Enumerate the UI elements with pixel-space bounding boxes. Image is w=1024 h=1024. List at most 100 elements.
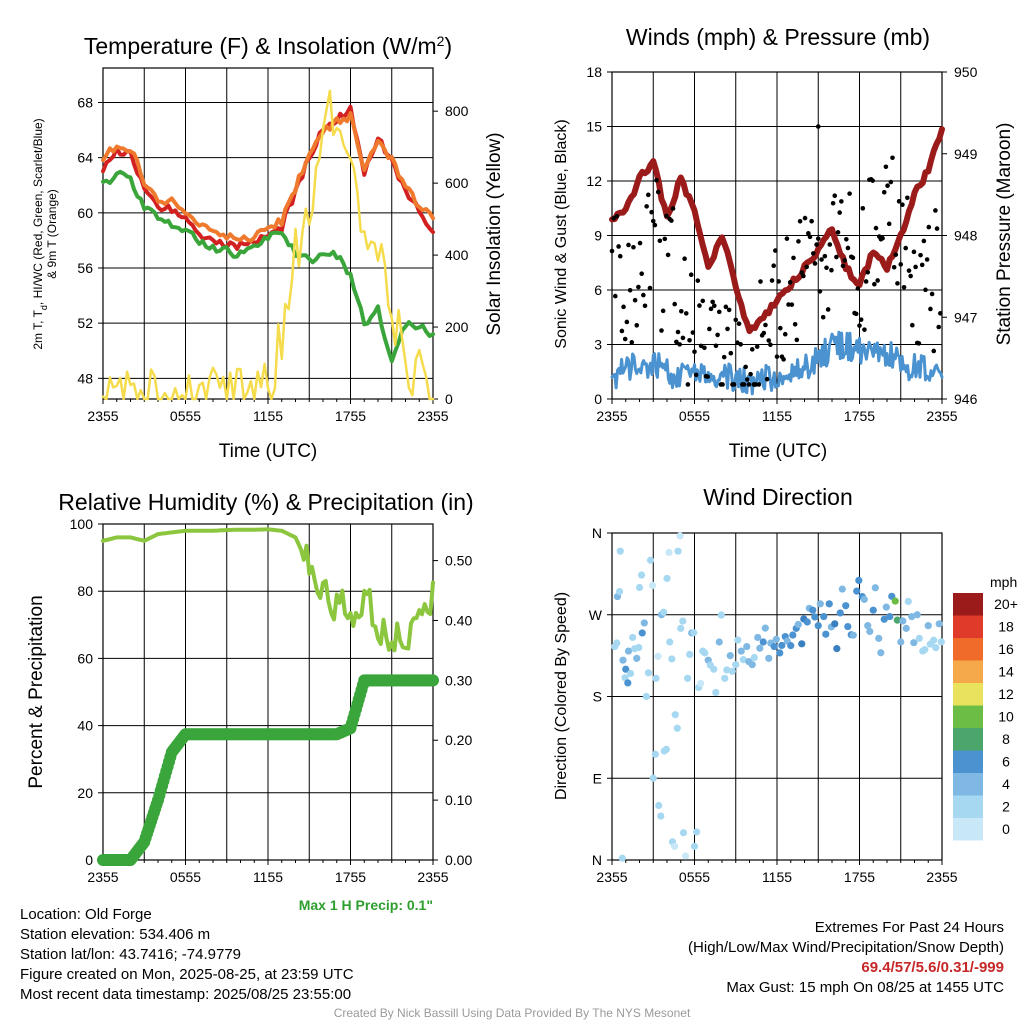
speed-legend-swatch <box>953 638 983 661</box>
winds-gust-point <box>919 262 925 268</box>
winds-xtick-label: 2355 <box>926 408 957 424</box>
winddir-point <box>882 603 890 611</box>
winds-gust-point <box>693 372 699 378</box>
winds-gust-point <box>870 178 875 183</box>
temp-xtick-label: 1155 <box>253 408 283 424</box>
winds-gust-point <box>746 382 752 387</box>
winddir-point <box>723 666 731 674</box>
speed-legend-label: 2 <box>1002 799 1010 815</box>
winds-gust-point <box>910 322 915 328</box>
winds-gust-point <box>682 256 687 261</box>
winds-gust-point <box>834 254 839 260</box>
winds-gust-point <box>664 213 669 219</box>
winds-gust-point <box>766 338 772 343</box>
winddir-xtick-label: 1155 <box>762 869 792 885</box>
speed-legend-label: 0 <box>1002 821 1010 837</box>
winds-gust-point <box>817 289 823 294</box>
temp-ytick-label: 64 <box>77 150 93 166</box>
winddir-point <box>803 618 811 626</box>
winds-gust-point <box>761 330 767 336</box>
winds-gust-point <box>687 338 692 343</box>
winds-gust-point <box>613 293 618 299</box>
speed-legend-swatch <box>953 683 983 706</box>
temp-y2tick-label: 0 <box>445 391 453 407</box>
winddir-point <box>613 639 621 647</box>
winds-gust-point <box>865 269 871 275</box>
winds-gust-point <box>631 244 636 250</box>
winds-gust-point <box>807 234 813 240</box>
winddir-point <box>633 654 641 662</box>
winds-gust-point <box>683 311 689 316</box>
speed-legend-label: 12 <box>998 686 1014 702</box>
winddir-point <box>809 606 817 614</box>
winddir-point <box>891 597 899 605</box>
temp-xlabel: Time (UTC) <box>219 441 318 462</box>
credit-line: Created By Nick Bassill Using Data Provi… <box>333 1006 691 1020</box>
winds-xlabel: Time (UTC) <box>729 441 828 462</box>
winds-gust-point <box>842 258 847 263</box>
temp-y2tick-label: 400 <box>445 247 469 263</box>
winds-gust-point <box>799 270 805 275</box>
winds-gust-point <box>634 323 640 328</box>
winds-gust-point <box>702 345 707 351</box>
winds-gust-point <box>822 253 828 259</box>
winds-gust-point <box>839 199 844 204</box>
winddir-point <box>657 812 665 820</box>
winddir-point <box>690 629 698 637</box>
winddir-point <box>732 661 740 669</box>
winddir-point <box>877 649 885 657</box>
winds-gust-point <box>632 297 638 303</box>
winddir-point <box>712 688 720 697</box>
winds-gust-point <box>845 245 851 251</box>
winddir-point <box>648 581 657 590</box>
figure-created: Figure created on Mon, 2025-08-25, at 23… <box>20 966 354 983</box>
winds-gust-point <box>756 382 762 387</box>
winds-gust-point <box>893 252 899 257</box>
winddir-xtick-label: 2355 <box>926 869 957 885</box>
winddir-point <box>772 635 780 643</box>
rh-y2tick-label: 0.40 <box>445 612 472 628</box>
winddir-point <box>676 532 684 540</box>
winddir-point <box>842 602 850 610</box>
winds-y2tick-label: 948 <box>954 228 978 244</box>
winds-gust-point <box>626 242 631 248</box>
winds-gust-point <box>776 279 781 284</box>
winds-gust-point <box>911 249 917 255</box>
winds-gust-point <box>713 343 719 349</box>
winds-gust-point <box>679 308 684 314</box>
rh-ytick-label: 80 <box>77 583 93 599</box>
winds-gust-point <box>903 245 908 251</box>
winds-gust-point <box>712 303 717 309</box>
speed-legend-label: 10 <box>998 709 1014 725</box>
speed-legend-swatch <box>953 773 983 796</box>
winddir-ylabel: Direction (Colored By Speed) <box>553 592 570 800</box>
winds-gust-point <box>824 265 829 271</box>
winds-gust-point <box>832 193 838 199</box>
winddir-point <box>624 679 632 687</box>
winddir-point <box>748 661 756 669</box>
rh-ytick-label: 60 <box>77 650 93 666</box>
winddir-point <box>622 665 630 673</box>
winds-gust-point <box>875 278 880 283</box>
winddir-point <box>619 656 627 664</box>
winds-series-sonic-wind <box>610 330 944 396</box>
winddir-point <box>715 638 723 646</box>
winds-gust-point <box>860 206 866 211</box>
winds-gust-point <box>622 336 628 342</box>
speed-legend-title: mph <box>990 574 1017 590</box>
winddir-point <box>674 547 682 555</box>
winds-gust-point <box>644 204 649 209</box>
winddir-point <box>679 617 687 625</box>
winddir-point <box>893 616 901 624</box>
rh-xtick-label: 1755 <box>335 869 366 885</box>
winddir-point <box>662 745 670 753</box>
winddir-chart-title: Wind Direction <box>703 484 853 510</box>
winds-gust-point <box>898 262 904 267</box>
winddir-point <box>737 647 745 655</box>
temp-chart-title: Temperature (F) & Insolation (W/m2) <box>84 33 452 59</box>
winddir-point <box>635 583 644 592</box>
winddir-point <box>651 750 659 758</box>
winds-gust-point <box>811 251 816 256</box>
winds-gust-point <box>814 242 819 247</box>
temp-series-td <box>101 169 435 364</box>
